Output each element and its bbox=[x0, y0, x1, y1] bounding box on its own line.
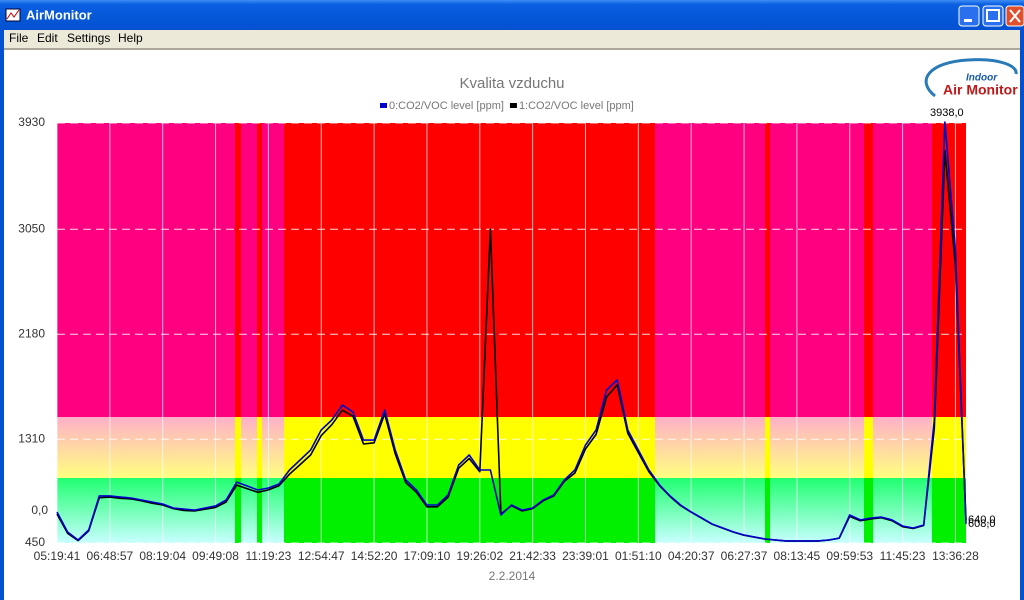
x-tick-label: 17:09:10 bbox=[404, 549, 451, 563]
x-tick-label: 19:26:02 bbox=[456, 549, 503, 563]
alert-zones bbox=[235, 123, 966, 543]
menu-item[interactable]: Settings bbox=[67, 31, 110, 45]
value-label: 608,0 bbox=[968, 518, 996, 530]
zone-mid bbox=[864, 417, 873, 478]
y-tick-label: 3050 bbox=[18, 221, 45, 235]
zone-low bbox=[864, 478, 873, 543]
app-icon-graph bbox=[6, 9, 20, 20]
maximize-button[interactable] bbox=[982, 5, 1004, 27]
minimize-button[interactable] bbox=[958, 5, 980, 27]
x-tick-label: 06:48:57 bbox=[86, 549, 133, 563]
x-tick-label: 12:54:47 bbox=[298, 549, 345, 563]
value-label: 3938,0 bbox=[930, 107, 964, 119]
x-tick-label: 01:51:10 bbox=[615, 549, 662, 563]
x-tick-label: 04:20:37 bbox=[668, 549, 715, 563]
y-tick-label: 3930 bbox=[18, 115, 45, 129]
annotation: 0,0 bbox=[31, 503, 48, 517]
chart-title: Kvalita vzduchu bbox=[459, 75, 564, 92]
window-border bbox=[0, 30, 4, 600]
menu-item[interactable]: Edit bbox=[37, 31, 58, 45]
zone-high bbox=[235, 123, 241, 417]
x-tick-label: 08:19:04 bbox=[139, 549, 186, 563]
zone-mid bbox=[284, 417, 655, 478]
zone-low bbox=[284, 478, 655, 543]
zone-mid bbox=[257, 417, 262, 478]
zone-high bbox=[257, 123, 262, 417]
zone-low bbox=[932, 478, 966, 543]
legend-label: 1:CO2/VOC level [ppm] bbox=[519, 100, 634, 112]
menu-item[interactable]: Help bbox=[118, 31, 143, 45]
x-tick-label: 13:36:28 bbox=[932, 549, 979, 563]
x-tick-label: 23:39:01 bbox=[562, 549, 609, 563]
logo: Indoor Air Monitor bbox=[924, 58, 1018, 98]
title-bar bbox=[0, 0, 1024, 30]
zone-low bbox=[257, 478, 262, 543]
legend-swatch bbox=[509, 103, 517, 108]
x-tick-label: 11:19:23 bbox=[245, 549, 291, 563]
legend-label: 0:CO2/VOC level [ppm] bbox=[389, 100, 504, 112]
zone-high bbox=[765, 123, 770, 417]
zone-high bbox=[284, 123, 655, 417]
menu-bar bbox=[0, 30, 1024, 48]
zone-low bbox=[765, 478, 770, 543]
close-button[interactable] bbox=[1005, 5, 1024, 27]
logo-large: Air Monitor bbox=[943, 82, 1018, 98]
x-tick-label: 08:13:45 bbox=[774, 549, 821, 563]
zone-mid bbox=[765, 417, 770, 478]
separator bbox=[0, 48, 1024, 50]
x-tick-label: 14:52:20 bbox=[351, 549, 398, 563]
zone-mid bbox=[235, 417, 241, 478]
window-title: AirMonitor bbox=[26, 7, 92, 22]
menu-item[interactable]: File bbox=[9, 31, 29, 45]
y-tick-label: 450 bbox=[25, 535, 45, 549]
window-border bbox=[1020, 30, 1024, 600]
series-line bbox=[56, 121, 967, 542]
x-tick-label: 06:27:37 bbox=[721, 549, 768, 563]
x-tick-label: 05:19:41 bbox=[34, 549, 81, 563]
zone-low bbox=[235, 478, 241, 543]
y-tick-label: 2180 bbox=[18, 326, 45, 340]
logo-small: Indoor bbox=[966, 73, 998, 84]
x-tick-label: 11:45:23 bbox=[880, 549, 926, 563]
value-label: 640,0 bbox=[968, 514, 996, 526]
x-axis-label: 2.2.2014 bbox=[489, 569, 536, 583]
x-tick-label: 09:49:08 bbox=[192, 549, 239, 563]
zone-mid bbox=[932, 417, 966, 478]
x-tick-label: 21:42:33 bbox=[509, 549, 556, 563]
y-tick-label: 1310 bbox=[18, 431, 45, 445]
zone-high bbox=[864, 123, 873, 417]
legend-swatch bbox=[380, 103, 387, 108]
x-tick-label: 09:59:53 bbox=[826, 549, 873, 563]
